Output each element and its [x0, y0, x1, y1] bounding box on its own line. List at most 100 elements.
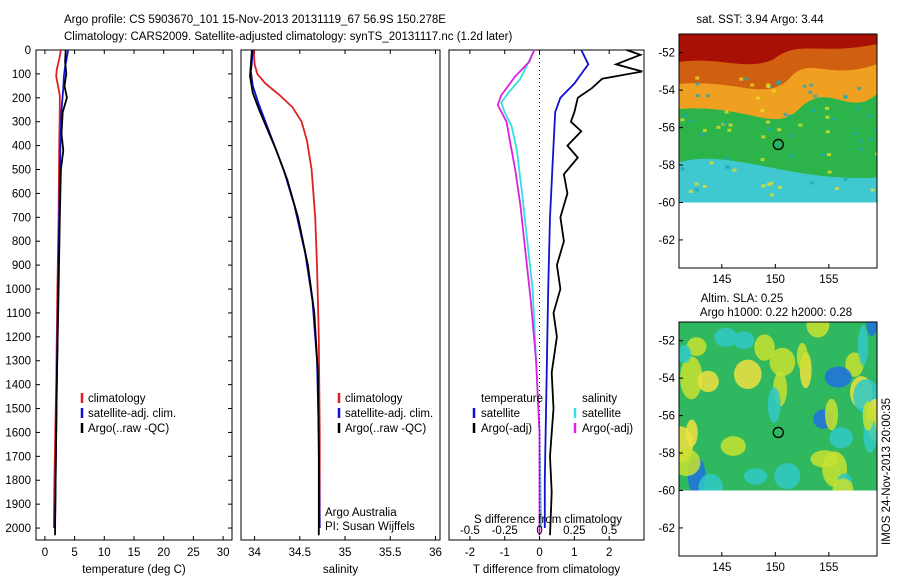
- sst-pixel: [756, 96, 760, 100]
- map-x-tick-label: 155: [819, 274, 838, 286]
- sla-eddy: [679, 345, 692, 363]
- sst-pixel: [827, 170, 832, 174]
- sst-pixel: [854, 132, 859, 136]
- sst-pixel: [776, 143, 781, 147]
- x-tick-label: -1: [500, 547, 510, 559]
- map-y-tick-label: -60: [658, 197, 675, 209]
- sla-eddy: [679, 449, 701, 476]
- sst-pixel: [875, 155, 877, 159]
- sst-pixel: [732, 168, 737, 172]
- sla-eddy: [680, 356, 703, 400]
- x-tick-label: 34.5: [289, 547, 311, 559]
- sla-eddy: [829, 427, 853, 449]
- salinity-panel: 34 34.5 35 35.5 36 salinity climatology satelli…: [240, 49, 442, 576]
- y-tick-label: 200: [12, 93, 31, 105]
- series-line-argo-adj-: [549, 49, 644, 536]
- sst-pixel: [702, 185, 707, 188]
- s-tick-label: -0.25: [492, 525, 518, 537]
- sst-pixel: [700, 133, 705, 136]
- sst-pixel: [868, 114, 873, 118]
- y-tick-label: 300: [12, 117, 31, 129]
- sla-eddy: [806, 322, 830, 338]
- sst-pixel: [716, 125, 721, 129]
- y-tick-label: 600: [12, 188, 31, 200]
- sst-pixel: [802, 84, 807, 88]
- y-tick-label: 1200: [5, 332, 31, 344]
- map-x-tick-label: 150: [766, 274, 785, 286]
- sst-pixel: [695, 76, 700, 80]
- s-axis-label: S difference from climatology: [474, 514, 622, 526]
- sla-map-title-line1: Altim. SLA: 0.25: [701, 293, 783, 305]
- x-tick-label: 10: [98, 547, 111, 559]
- sla-eddy: [774, 463, 801, 490]
- sst-pixel: [688, 190, 693, 193]
- map-y-tick-label: -54: [658, 85, 675, 97]
- s-tick-label: 0.5: [601, 525, 617, 537]
- sst-map-title: sat. SST: 3.94 Argo: 3.44: [696, 14, 824, 26]
- s-tick-label: 0.25: [563, 525, 585, 537]
- sst-pixel: [689, 119, 694, 123]
- plot-frame: [448, 49, 645, 541]
- map-frame: [678, 321, 878, 557]
- salinity-diff-legend-label: Argo(-adj): [582, 423, 633, 435]
- sla-eddy: [733, 331, 755, 350]
- sst-pixel: [858, 148, 863, 151]
- sla-eddy: [686, 337, 707, 356]
- plot-frame: [240, 49, 441, 541]
- map-y-tick-label: -54: [658, 373, 675, 385]
- sst-field: [679, 34, 877, 203]
- sst-pixel: [702, 128, 707, 132]
- sst-max-band: [679, 34, 877, 65]
- y-tick-label: 1100: [6, 308, 31, 320]
- y-tick-label: 400: [12, 141, 31, 153]
- map-y-tick-label: -58: [658, 160, 675, 172]
- sst-pixel: [875, 152, 877, 156]
- sst-pixel: [709, 161, 714, 165]
- sst-pixel: [787, 114, 792, 118]
- salinity-legend-label: climatology: [345, 393, 403, 405]
- sst-pixel: [813, 94, 817, 98]
- annotation-text: PI: Susan Wijffels: [325, 521, 415, 533]
- sla-eddy: [810, 450, 839, 468]
- sst-pixel: [777, 128, 782, 132]
- sla-eddy: [769, 347, 796, 377]
- sla-eddy: [866, 322, 877, 336]
- x-tick-label: 0: [536, 547, 542, 559]
- argo-position-marker: [772, 138, 784, 151]
- y-tick-label: 800: [12, 236, 31, 248]
- sst-pixel: [869, 137, 873, 141]
- sst-pixel: [858, 139, 863, 143]
- sst-pixel: [832, 117, 836, 121]
- sst-pixel: [777, 185, 782, 189]
- map-y-tick-label: -52: [658, 48, 675, 60]
- series-line-satellite-adj-clim-: [249, 49, 321, 529]
- sla-eddy: [858, 325, 869, 366]
- sst-pixel: [825, 106, 829, 110]
- salinity-legend-label: Argo(..raw -QC): [345, 423, 426, 435]
- y-tick-label: 700: [12, 212, 31, 224]
- sst-pixel: [834, 187, 839, 190]
- temperature-legend-label: climatology: [88, 393, 146, 405]
- x-axis-label: T difference from climatology: [473, 564, 620, 576]
- s-tick-label: -0.5: [460, 525, 480, 537]
- legend-title-salinity: salinity: [582, 393, 617, 405]
- x-tick-label: 1: [571, 547, 577, 559]
- sla-eddy: [697, 370, 719, 393]
- temperature-diff-legend-label: satellite: [481, 408, 520, 420]
- x-tick-label: 34: [248, 547, 261, 559]
- s-tick-label: 0: [536, 525, 542, 537]
- sst-pixel: [821, 152, 825, 156]
- map-frame: [678, 33, 878, 269]
- map-y-tick-label: -52: [658, 336, 675, 348]
- difference-panel: -2 -1 0 1 2 T difference from climatology -0.5…: [448, 49, 645, 576]
- y-tick-label: 1700: [5, 451, 31, 463]
- sst-pixel: [727, 128, 732, 132]
- sla-map-panel: Altim. SLA: 0.25 Argo h1000: 0.22 h2000: …: [658, 293, 878, 574]
- temperature-panel: 0100200300400500600700800900100011001200…: [5, 45, 233, 576]
- x-tick-label: 30: [217, 547, 230, 559]
- sst-pixel: [750, 83, 755, 87]
- salinity-legend-label: satellite-adj. clim.: [345, 408, 433, 420]
- sla-eddy: [744, 468, 768, 485]
- sla-eddy: [796, 342, 808, 371]
